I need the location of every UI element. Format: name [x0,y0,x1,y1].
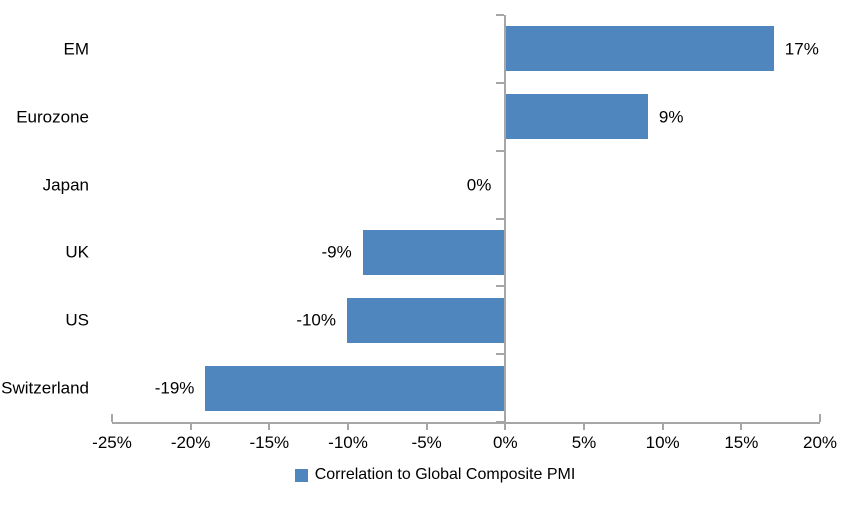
legend-label: Correlation to Global Composite PMI [314,466,576,483]
bar-value-label: 0% [466,175,492,195]
bar [506,26,774,72]
bar-value-label: -10% [296,310,336,330]
x-axis-tick [425,424,428,430]
x-axis-endcap [819,414,821,422]
y-axis-line [504,15,507,430]
x-tick-label: 20% [802,433,838,452]
bar-value-label: 9% [658,107,684,127]
legend: Correlation to Global Composite PMI [0,463,852,487]
category-label: Eurozone [16,107,89,127]
category-label: Japan [42,175,89,195]
y-axis-tick [496,14,505,16]
bar [205,365,505,411]
bar-value-label: -9% [321,242,352,262]
x-axis-line [112,422,820,424]
x-axis-tick [661,424,664,430]
x-tick-label: -5% [411,433,442,452]
category-label: Switzerland [1,378,89,398]
x-tick-label: -25% [92,433,132,452]
x-axis-endcap [111,414,113,422]
y-axis-tick [496,353,505,356]
y-axis-tick [496,217,505,220]
bar [347,297,505,343]
x-tick-label: -20% [170,433,211,452]
x-axis-tick [268,424,271,430]
x-axis-tick [740,424,743,430]
x-tick-label: 10% [645,433,680,452]
y-axis-tick [496,421,505,423]
legend-swatch-icon [294,468,308,482]
y-axis-tick [496,285,505,288]
bar [506,94,648,140]
bar-value-label: -19% [154,378,195,398]
y-axis-tick [496,149,505,152]
category-label: UK [65,242,89,262]
x-tick-label: -15% [249,433,290,452]
x-tick-label: 5% [571,433,597,452]
y-axis-tick [496,81,505,84]
bar [362,229,505,275]
bar-value-label: 17% [784,39,819,59]
x-tick-label: 0% [493,433,518,452]
category-label: US [65,310,89,330]
x-tick-label: -10% [328,433,368,452]
x-axis-tick [189,424,192,430]
x-tick-label: 15% [724,433,759,452]
category-label: EM [63,39,90,59]
x-axis-tick [347,424,349,430]
x-axis-tick [583,424,585,430]
